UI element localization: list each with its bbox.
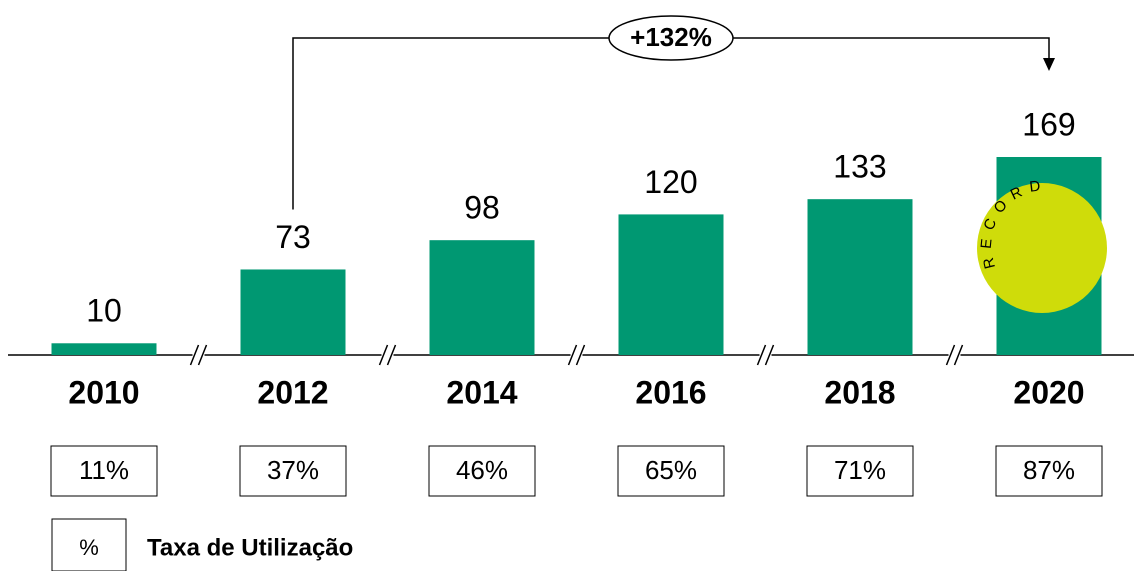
- legend-box: [51, 518, 127, 571]
- rate-box: [995, 445, 1103, 497]
- axis-break: [197, 344, 208, 366]
- rate-label: 11%: [79, 455, 129, 485]
- x-tick-label: 2020: [1013, 374, 1084, 410]
- x-tick-label: 2012: [257, 374, 328, 410]
- axis-break-gap: [948, 352, 961, 358]
- rate-label: 65%: [645, 455, 697, 485]
- value-label: 169: [1022, 106, 1075, 142]
- bar: [618, 214, 724, 355]
- axis-break-gap: [381, 352, 394, 358]
- x-tick-label: 2016: [635, 374, 706, 410]
- rate-box: [239, 445, 347, 497]
- value-label: 73: [275, 219, 311, 255]
- growth-arrow: [1043, 58, 1055, 71]
- x-tick-label: 2010: [68, 374, 139, 410]
- value-label: 120: [644, 164, 697, 200]
- x-tick-label: 2014: [446, 374, 517, 410]
- axis-break-gap: [570, 352, 583, 358]
- axis-break-gap: [759, 352, 772, 358]
- badge-circle: [977, 183, 1107, 313]
- rate-box: [617, 445, 725, 497]
- legend-symbol: %: [79, 535, 99, 560]
- bar: [429, 240, 535, 355]
- axis-break: [945, 344, 956, 366]
- axis-break: [567, 344, 578, 366]
- value-label: 98: [464, 190, 500, 226]
- axis-break: [378, 344, 389, 366]
- annotation-ellipse: [608, 15, 734, 61]
- rate-box: [428, 445, 536, 497]
- rate-label: 87%: [1023, 455, 1075, 485]
- axis-break-gap: [192, 352, 205, 358]
- axis-break: [386, 344, 397, 366]
- rate-label: 37%: [267, 455, 319, 485]
- axis-break: [764, 344, 775, 366]
- value-label: 10: [86, 293, 122, 329]
- x-tick-label: 2018: [824, 374, 895, 410]
- bar: [51, 343, 157, 355]
- rate-box: [50, 445, 158, 497]
- rate-label: 71%: [834, 455, 886, 485]
- axis-break: [953, 344, 964, 366]
- value-label: 133: [833, 149, 886, 185]
- bar: [240, 269, 346, 355]
- axis-break: [575, 344, 586, 366]
- annotation: +132%: [630, 22, 712, 52]
- axis-break: [756, 344, 767, 366]
- rate-label: 46%: [456, 455, 508, 485]
- bar: [807, 199, 913, 355]
- legend-label: Taxa de Utilização: [147, 534, 353, 561]
- rate-box: [806, 445, 914, 497]
- axis-break: [189, 344, 200, 366]
